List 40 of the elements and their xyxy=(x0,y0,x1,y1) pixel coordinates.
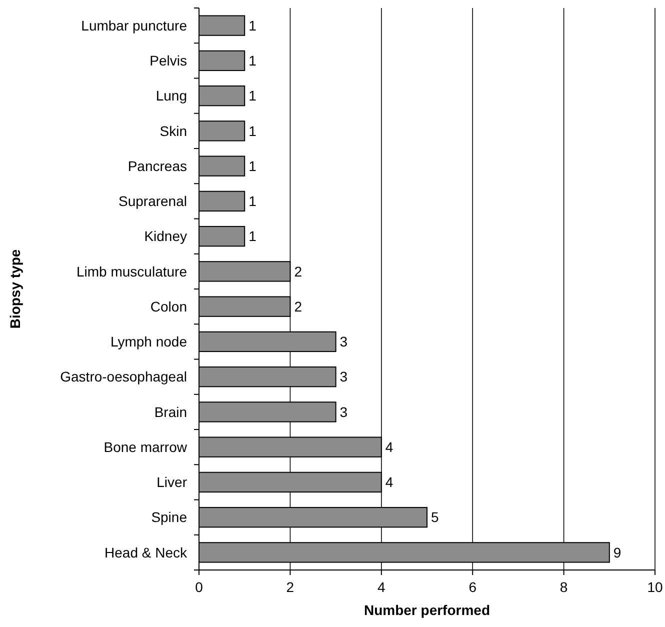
data-label: 3 xyxy=(340,404,348,420)
y-tick-label: Suprarenal xyxy=(118,193,187,210)
y-tick-label: Kidney xyxy=(144,228,187,244)
y-tick-label: Skin xyxy=(160,122,187,139)
data-label: 1 xyxy=(248,158,257,174)
y-tick-label: Pancreas xyxy=(128,158,187,174)
data-label: 1 xyxy=(248,228,257,244)
data-label: 1 xyxy=(248,52,257,69)
data-label: 1 xyxy=(248,122,257,139)
data-label: 3 xyxy=(340,368,348,385)
x-tick-label: 8 xyxy=(560,579,568,595)
x-tick-label: 6 xyxy=(468,579,477,595)
data-label: 1 xyxy=(248,88,257,104)
x-tick-label: 4 xyxy=(378,579,386,595)
x-axis-title: Number performed xyxy=(364,602,490,618)
data-label: 2 xyxy=(294,298,302,314)
y-tick-label: Colon xyxy=(150,298,187,314)
x-tick-label: 2 xyxy=(286,579,294,595)
y-tick-label: Head & Neck xyxy=(104,544,188,560)
data-label: 1 xyxy=(248,193,257,210)
data-label: 9 xyxy=(613,544,622,560)
y-tick-label: Bone marrow xyxy=(104,438,188,455)
y-tick-label: Lumbar puncture xyxy=(81,17,188,34)
data-label: 2 xyxy=(294,263,302,280)
y-tick-label: Limb musculature xyxy=(76,263,188,280)
data-label: 5 xyxy=(431,509,439,526)
y-tick-label: Brain xyxy=(154,404,187,420)
y-tick-label: Spine xyxy=(151,509,188,526)
y-axis-title: Biopsy type xyxy=(7,249,23,329)
data-label: 1 xyxy=(248,17,257,34)
x-tick-label: 10 xyxy=(647,579,663,595)
data-label: 4 xyxy=(385,438,394,455)
x-tick-label: 0 xyxy=(195,579,204,595)
data-label: 4 xyxy=(385,474,394,490)
y-tick-label: Liver xyxy=(156,474,188,490)
y-tick-label: Lymph node xyxy=(110,334,188,350)
y-tick-label: Pelvis xyxy=(150,52,187,69)
data-label: 3 xyxy=(340,334,348,350)
y-tick-label: Lung xyxy=(156,88,187,104)
y-tick-label: Gastro-oesophageal xyxy=(60,368,187,385)
